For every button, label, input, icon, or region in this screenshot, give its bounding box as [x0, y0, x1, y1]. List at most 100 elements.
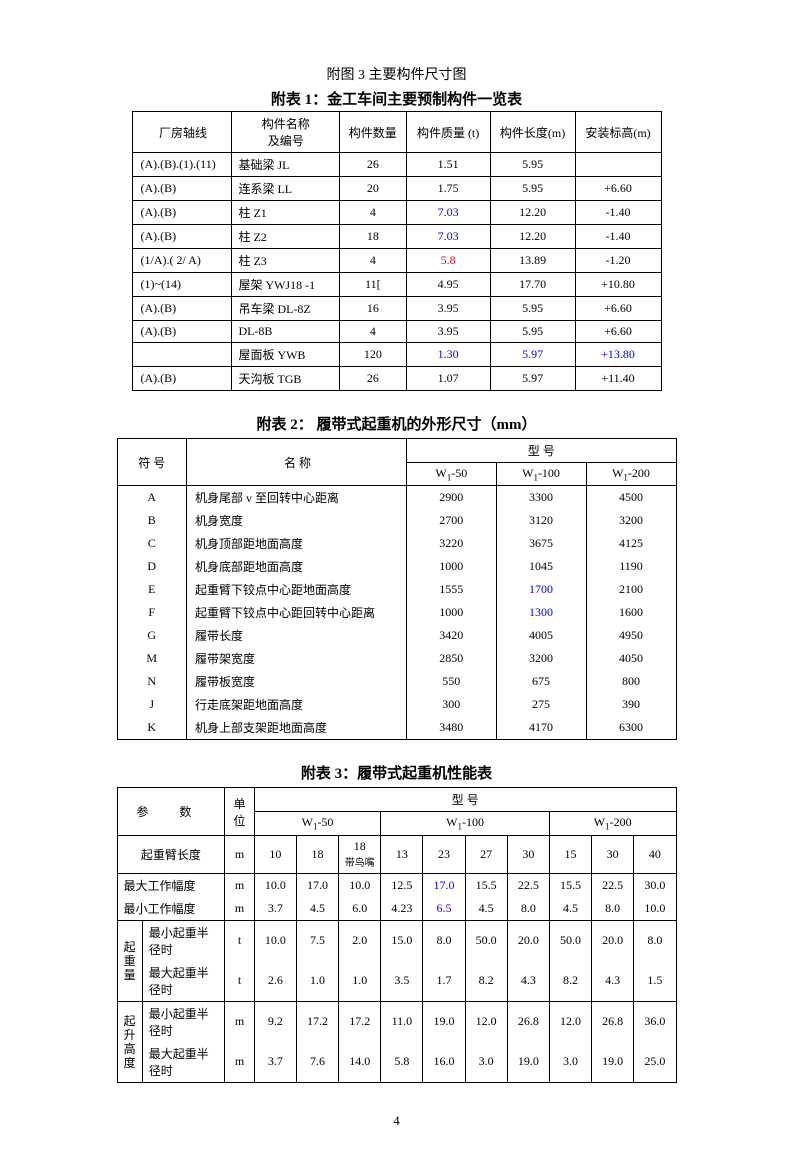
table1-cell: 18: [340, 225, 407, 249]
table1-header: 构件数量: [340, 112, 407, 153]
t2-sym: N: [117, 670, 187, 693]
table-row: 最大工作幅度m10.017.010.012.517.015.522.515.52…: [117, 873, 676, 897]
t3-row-name: 最小工作幅度: [117, 897, 225, 921]
table1-cell: 16: [340, 297, 407, 321]
t3-val: 26.8: [592, 1001, 634, 1042]
t3-val: 15.5: [465, 873, 507, 897]
table1-header: 构件质量 (t): [406, 112, 490, 153]
t2-val: 4005: [496, 624, 586, 647]
t3-val: 12.0: [465, 1001, 507, 1042]
t3-val: 12.5: [381, 873, 423, 897]
t2-val: 2850: [407, 647, 497, 670]
t2-model: W1-200: [586, 463, 676, 486]
t2-name: 机身顶部距地面高度: [187, 532, 407, 555]
t2-val: 1300: [496, 601, 586, 624]
fig3-caption: 附图 3 主要构件尺寸图: [70, 64, 723, 84]
t3-val: 5.8: [381, 1042, 423, 1083]
table-row: 起重量最小起重半径时t10.07.52.015.08.050.020.050.0…: [117, 920, 676, 961]
t3-val: 4.5: [549, 897, 591, 921]
table-row: G履带长度342040054950: [117, 624, 676, 647]
t2-name: 起重臂下铰点中心距回转中心距离: [187, 601, 407, 624]
t2-val: 3300: [496, 486, 586, 510]
t3-val: 22.5: [592, 873, 634, 897]
table1-cell: DL-8B: [232, 321, 340, 343]
t3-val: 8.2: [465, 961, 507, 1002]
table1-title: 附表 1：金工车间主要预制构件一览表: [70, 88, 723, 109]
table1-cell: 26: [340, 153, 407, 177]
table1-cell: 吊车梁 DL-8Z: [232, 297, 340, 321]
table1-cell: +6.60: [575, 321, 661, 343]
table-row: C机身顶部距地面高度322036754125: [117, 532, 676, 555]
table1-cell: +6.60: [575, 297, 661, 321]
t2-val: 1000: [407, 601, 497, 624]
t3-boom-val: 18带鸟嘴: [339, 835, 381, 873]
t3-group-label: 起重量: [117, 920, 142, 1001]
t3-val: 14.0: [339, 1042, 381, 1083]
table-row: J行走底架距地面高度300275390: [117, 693, 676, 716]
t3-val: 20.0: [507, 920, 549, 961]
table1-cell: 基础梁 JL: [232, 153, 340, 177]
table1-cell: 11[: [340, 273, 407, 297]
t3-val: 4.5: [465, 897, 507, 921]
table-row: D机身底部距地面高度100010451190: [117, 555, 676, 578]
t2-val: 3420: [407, 624, 497, 647]
table1-cell: 屋面板 YWB: [232, 343, 340, 367]
t3-row-name: 最小起重半径时: [142, 920, 224, 961]
t2-val: 1555: [407, 578, 497, 601]
t3-val: 11.0: [381, 1001, 423, 1042]
t2-val: 1190: [586, 555, 676, 578]
t2-sym: E: [117, 578, 187, 601]
t3-val: 6.5: [423, 897, 465, 921]
table1-cell: 5.8: [406, 249, 490, 273]
table-row: 起升高度最小起重半径时m9.217.217.211.019.012.026.81…: [117, 1001, 676, 1042]
t3-val: 10.0: [254, 873, 296, 897]
t3-row-name: 最大工作幅度: [117, 873, 225, 897]
table-row: K机身上部支架距地面高度348041706300: [117, 716, 676, 740]
table1-cell: 屋架 YWJ18 -1: [232, 273, 340, 297]
table1-cell: 1.07: [406, 367, 490, 391]
table1-cell: (A).(B): [132, 321, 232, 343]
table-row: 起重臂长度m101818带鸟嘴13232730153040: [117, 835, 676, 873]
table1-header: 构件名称及编号: [232, 112, 340, 153]
table-row: 最大起重半径时m3.77.614.05.816.03.019.03.019.02…: [117, 1042, 676, 1083]
t3-boom-val: 18: [296, 835, 338, 873]
t3-val: 7.5: [296, 920, 338, 961]
t3-boom-val: 30: [592, 835, 634, 873]
table-row: 厂房轴线构件名称及编号构件数量构件质量 (t)构件长度(m)安装标高(m): [132, 112, 661, 153]
table-row: (1/A).( 2/ A)柱 Z345.813.89-1.20: [132, 249, 661, 273]
t3-val: 4.5: [296, 897, 338, 921]
t3-h-model: 型 号: [254, 788, 676, 812]
table1-cell: [575, 153, 661, 177]
table1-cell: (A).(B): [132, 201, 232, 225]
t3-boom-val: 15: [549, 835, 591, 873]
table1-cell: 12.20: [490, 225, 575, 249]
t3-model: W1-100: [381, 812, 550, 835]
t3-row-name: 最小起重半径时: [142, 1001, 224, 1042]
table1-cell: (A).(B).(1).(11): [132, 153, 232, 177]
t3-boom-val: 27: [465, 835, 507, 873]
table1-cell: 柱 Z2: [232, 225, 340, 249]
t3-val: 16.0: [423, 1042, 465, 1083]
table1-cell: 3.95: [406, 297, 490, 321]
table1-cell: +13.80: [575, 343, 661, 367]
table1-cell: +11.40: [575, 367, 661, 391]
t2-sym: M: [117, 647, 187, 670]
t2-val: 3120: [496, 509, 586, 532]
t2-val: 4170: [496, 716, 586, 740]
table1-cell: 5.95: [490, 177, 575, 201]
t2-val: 3480: [407, 716, 497, 740]
t3-val: 50.0: [549, 920, 591, 961]
t3-val: 3.5: [381, 961, 423, 1002]
table-row: M履带架宽度285032004050: [117, 647, 676, 670]
t3-val: 17.2: [296, 1001, 338, 1042]
t3-boom-val: 13: [381, 835, 423, 873]
table-row: (A).(B)吊车梁 DL-8Z163.955.95+6.60: [132, 297, 661, 321]
t3-boom-unit: m: [225, 835, 255, 873]
page-number: 4: [70, 1113, 723, 1129]
t2-val: 4125: [586, 532, 676, 555]
table1-cell: 5.95: [490, 297, 575, 321]
t3-val: 7.6: [296, 1042, 338, 1083]
t3-val: 19.0: [423, 1001, 465, 1042]
table1-cell: 17.70: [490, 273, 575, 297]
t3-val: 17.0: [296, 873, 338, 897]
